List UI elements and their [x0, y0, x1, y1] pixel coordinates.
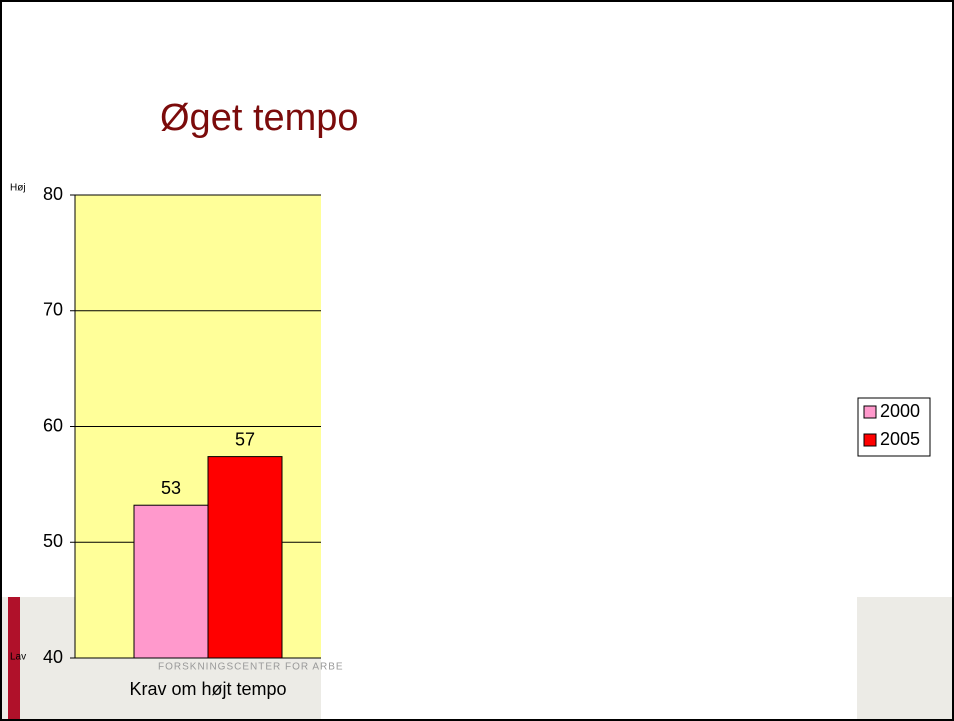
bar — [133, 504, 209, 659]
chart-title: Øget tempo — [160, 97, 359, 139]
footer-band — [857, 597, 954, 721]
y-bottom-label: Lav — [10, 652, 26, 663]
footer-stripe — [8, 597, 20, 721]
data-label: 57 — [235, 429, 255, 449]
legend-swatch — [863, 405, 877, 419]
bar — [207, 456, 283, 659]
chart: 40 50 60 70 80 Krav om højt tempo 53 57 2000 2005 — [43, 184, 931, 699]
y-tick-label: 70 — [43, 300, 63, 320]
legend-swatch — [863, 433, 877, 447]
data-label: 53 — [161, 478, 181, 498]
y-tick-label: 80 — [43, 184, 63, 204]
x-tick-label: Krav om højt tempo — [129, 679, 286, 699]
legend-label: 2005 — [880, 429, 920, 449]
y-tick-label: 50 — [43, 531, 63, 551]
y-tick-label: 40 — [43, 647, 63, 667]
y-tick-label: 60 — [43, 415, 63, 435]
legend-label: 2000 — [880, 401, 920, 421]
y-top-label: Høj — [10, 183, 26, 194]
footer-text: FORSKNINGSCENTER FOR ARBE — [158, 662, 344, 673]
